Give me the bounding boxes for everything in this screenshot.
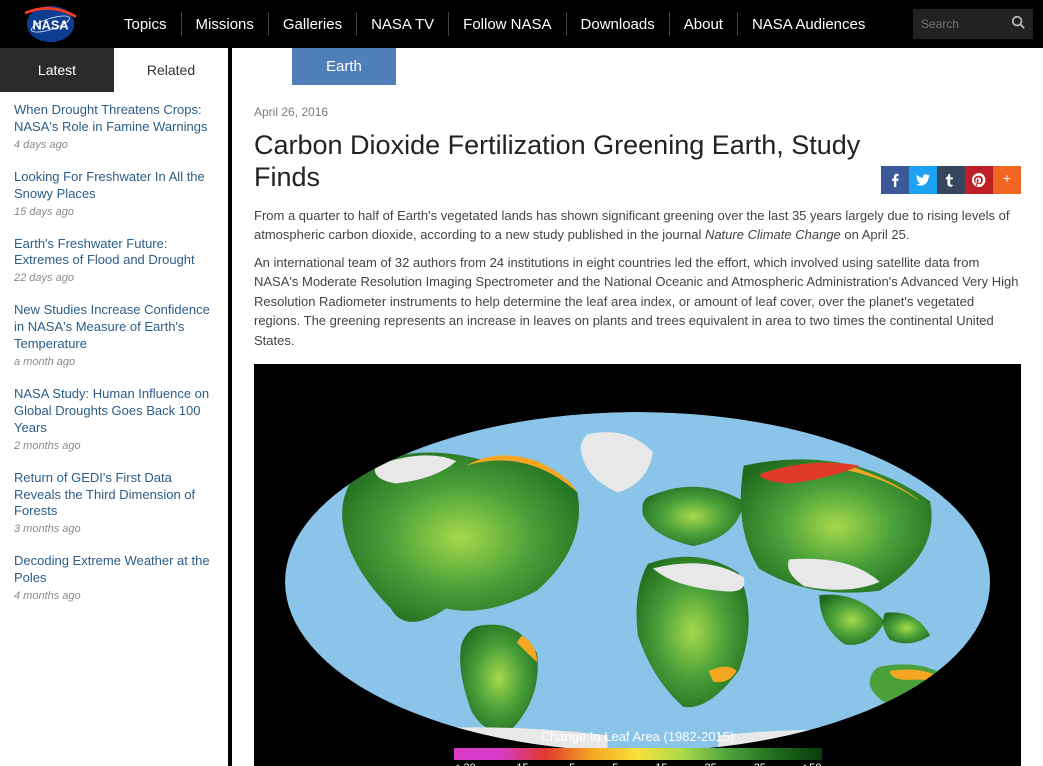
nav-link-nasa-audiences[interactable]: NASA Audiences [737, 12, 879, 36]
article-paragraph-2: An international team of 32 authors from… [254, 253, 1021, 351]
sidebar-item-ago: 4 days ago [14, 139, 214, 151]
section-tab-earth[interactable]: Earth [292, 48, 396, 85]
tab-related[interactable]: Related [114, 48, 228, 92]
article-paragraph-1: From a quarter to half of Earth's vegeta… [254, 206, 1021, 245]
legend-title: Change In Leaf Area (1982-2015) [453, 729, 821, 744]
sidebar-item-link[interactable]: New Studies Increase Confidence in NASA'… [14, 302, 214, 353]
social-share: + [881, 166, 1021, 194]
globe-svg [285, 412, 991, 751]
sidebar-item: Return of GEDI's First Data Reveals the … [14, 470, 214, 536]
section-tab-row: Earth [232, 48, 1043, 85]
p1-journal-name: Nature Climate Change [705, 227, 841, 242]
sidebar-item-link[interactable]: When Drought Threatens Crops: NASA's Rol… [14, 102, 214, 136]
share-facebook-button[interactable] [881, 166, 909, 194]
primary-nav: TopicsMissionsGalleriesNASA TVFollow NAS… [110, 12, 879, 36]
sidebar-item-link[interactable]: Looking For Freshwater In All the Snowy … [14, 169, 214, 203]
sidebar-item: NASA Study: Human Influence on Global Dr… [14, 386, 214, 452]
nav-link-downloads[interactable]: Downloads [566, 12, 669, 36]
sidebar-item: New Studies Increase Confidence in NASA'… [14, 302, 214, 368]
legend-tick: 15 [655, 762, 667, 766]
sidebar-item-link[interactable]: NASA Study: Human Influence on Global Dr… [14, 386, 214, 437]
legend-tick: <-30 [453, 762, 475, 766]
search-icon[interactable] [1011, 15, 1025, 34]
legend-color-bar [453, 748, 821, 760]
sidebar-item-ago: 2 months ago [14, 440, 214, 452]
sidebar-item-ago: 3 months ago [14, 523, 214, 535]
sidebar-item: Decoding Extreme Weather at the Poles 4 m… [14, 553, 214, 602]
article-title: Carbon Dioxide Fertilization Greening Ea… [254, 129, 881, 194]
leaf-area-map: Change In Leaf Area (1982-2015) <-30 -15 -… [254, 364, 1021, 766]
nav-link-topics[interactable]: Topics [110, 12, 181, 36]
sidebar-item-ago: 15 days ago [14, 206, 214, 218]
nav-link-galleries[interactable]: Galleries [268, 12, 356, 36]
legend-tick: 5 [612, 762, 618, 766]
sidebar-item-link[interactable]: Return of GEDI's First Data Reveals the … [14, 470, 214, 521]
sidebar-tabs: Latest Related [0, 48, 228, 92]
map-legend: Change In Leaf Area (1982-2015) <-30 -15 -… [453, 729, 821, 766]
sidebar: Latest Related When Drought Threatens Cr… [0, 48, 232, 766]
search-box[interactable] [913, 9, 1033, 39]
sidebar-item-link[interactable]: Decoding Extreme Weather at the Poles [14, 553, 214, 587]
sidebar-item-ago: 4 months ago [14, 590, 214, 602]
legend-tick: 25 [705, 762, 717, 766]
sidebar-item-ago: a month ago [14, 356, 214, 368]
tab-latest[interactable]: Latest [0, 48, 114, 92]
top-nav-bar: NASA TopicsMissionsGalleriesNASA TVFollo… [0, 0, 1043, 48]
nav-link-missions[interactable]: Missions [181, 12, 268, 36]
sidebar-item-link[interactable]: Earth's Freshwater Future: Extremes of F… [14, 236, 214, 270]
share-pinterest-button[interactable] [965, 166, 993, 194]
legend-tick: 35 [754, 762, 766, 766]
nav-link-nasa-tv[interactable]: NASA TV [356, 12, 448, 36]
share-twitter-button[interactable] [909, 166, 937, 194]
sidebar-item: Looking For Freshwater In All the Snowy … [14, 169, 214, 218]
sidebar-item-ago: 22 days ago [14, 272, 214, 284]
legend-tick: -5 [566, 762, 576, 766]
nasa-logo[interactable]: NASA [20, 4, 80, 44]
article-date: April 26, 2016 [254, 105, 1021, 119]
article-figure: Change In Leaf Area (1982-2015) <-30 -15 -… [254, 364, 1021, 766]
legend-tick: >50 [803, 762, 822, 766]
svg-text:NASA: NASA [32, 17, 68, 32]
sidebar-item: When Drought Threatens Crops: NASA's Rol… [14, 102, 214, 151]
sidebar-item: Earth's Freshwater Future: Extremes of F… [14, 236, 214, 285]
p1-text-b: on April 25. [841, 227, 910, 242]
article-content: Earth April 26, 2016 Carbon Dioxide Fert… [232, 48, 1043, 766]
share-tumblr-button[interactable] [937, 166, 965, 194]
nav-link-about[interactable]: About [669, 12, 737, 36]
sidebar-article-list: When Drought Threatens Crops: NASA's Rol… [0, 92, 228, 630]
share-more-button[interactable]: + [993, 166, 1021, 194]
legend-ticks: <-30 -15 -5 5 15 25 35 >50 [453, 762, 821, 766]
nav-link-follow-nasa[interactable]: Follow NASA [448, 12, 565, 36]
search-input[interactable] [921, 17, 1001, 31]
legend-tick: -15 [513, 762, 529, 766]
